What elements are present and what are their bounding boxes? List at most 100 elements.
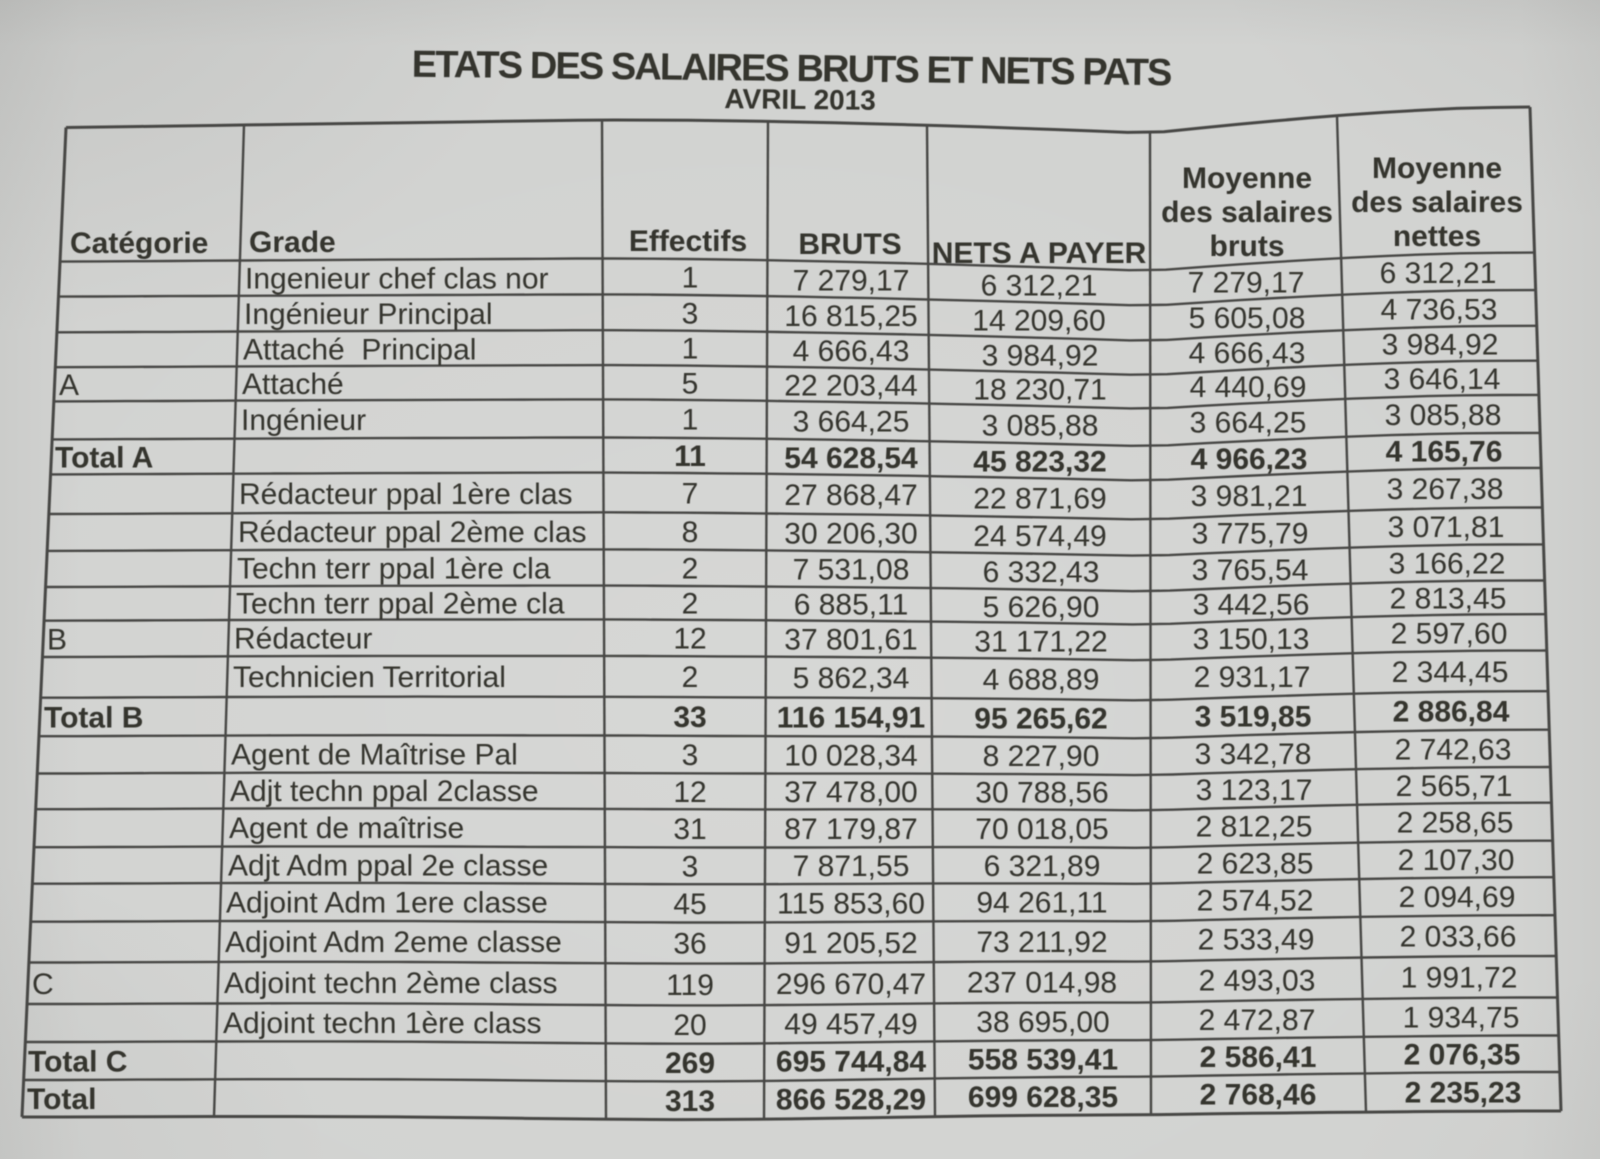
svg-text:3 664,25: 3 664,25 bbox=[1190, 407, 1307, 440]
svg-text:12: 12 bbox=[673, 623, 706, 656]
svg-text:10 028,34: 10 028,34 bbox=[784, 739, 917, 772]
svg-text:2 623,85: 2 623,85 bbox=[1197, 848, 1314, 881]
svg-text:7 871,55: 7 871,55 bbox=[793, 850, 910, 883]
svg-text:Ingénieur Principal: Ingénieur Principal bbox=[244, 298, 492, 331]
svg-text:2 597,60: 2 597,60 bbox=[1391, 618, 1508, 651]
svg-text:31: 31 bbox=[673, 813, 706, 846]
svg-text:Techn terr ppal 2ème cla: Techn terr ppal 2ème cla bbox=[236, 588, 565, 621]
svg-text:Adjt techn ppal 2classe: Adjt techn ppal 2classe bbox=[230, 775, 539, 808]
svg-text:2 107,30: 2 107,30 bbox=[1398, 844, 1515, 877]
svg-text:18 230,71: 18 230,71 bbox=[973, 374, 1106, 407]
svg-text:Ingénieur: Ingénieur bbox=[241, 404, 366, 437]
svg-text:11: 11 bbox=[674, 440, 706, 473]
svg-text:Total C: Total C bbox=[28, 1046, 127, 1079]
svg-text:Grade: Grade bbox=[249, 226, 336, 259]
svg-text:Rédacteur ppal 1ère clas: Rédacteur ppal 1ère clas bbox=[239, 478, 573, 511]
svg-text:22 203,44: 22 203,44 bbox=[784, 370, 917, 403]
svg-text:5 862,34: 5 862,34 bbox=[793, 662, 910, 695]
svg-text:37 801,61: 37 801,61 bbox=[784, 624, 917, 657]
svg-text:5 626,90: 5 626,90 bbox=[983, 591, 1100, 624]
svg-text:B: B bbox=[47, 623, 67, 656]
svg-text:7 531,08: 7 531,08 bbox=[793, 554, 910, 587]
svg-text:87 179,87: 87 179,87 bbox=[784, 813, 917, 846]
svg-text:2 033,66: 2 033,66 bbox=[1400, 921, 1517, 954]
svg-text:2: 2 bbox=[682, 661, 699, 694]
svg-text:33: 33 bbox=[673, 701, 706, 734]
svg-text:2 886,84: 2 886,84 bbox=[1393, 696, 1510, 729]
svg-text:7: 7 bbox=[682, 477, 699, 510]
svg-text:36: 36 bbox=[673, 928, 706, 961]
svg-text:6 312,21: 6 312,21 bbox=[1380, 257, 1497, 290]
svg-text:296 670,47: 296 670,47 bbox=[776, 968, 926, 1001]
svg-text:8 227,90: 8 227,90 bbox=[983, 740, 1100, 773]
svg-text:2 094,69: 2 094,69 bbox=[1399, 881, 1516, 914]
svg-text:Total B: Total B bbox=[44, 702, 143, 735]
svg-text:Adjoint techn 1ère class: Adjoint techn 1ère class bbox=[223, 1007, 542, 1040]
svg-text:695 744,84: 695 744,84 bbox=[776, 1046, 926, 1079]
svg-text:3 981,21: 3 981,21 bbox=[1191, 480, 1308, 513]
svg-text:7 279,17: 7 279,17 bbox=[793, 264, 910, 297]
svg-text:ETATS DES SALAIRES BRUTS ET NE: ETATS DES SALAIRES BRUTS ET NETS PATS bbox=[412, 44, 1172, 95]
svg-text:94 261,11: 94 261,11 bbox=[976, 887, 1107, 920]
svg-text:3 775,79: 3 775,79 bbox=[1192, 518, 1309, 551]
svg-text:2 235,23: 2 235,23 bbox=[1405, 1076, 1522, 1109]
svg-text:C: C bbox=[32, 968, 54, 1001]
svg-text:30 206,30: 30 206,30 bbox=[784, 517, 917, 550]
svg-text:30 788,56: 30 788,56 bbox=[975, 776, 1108, 809]
svg-text:1 991,72: 1 991,72 bbox=[1401, 962, 1518, 995]
svg-text:3 085,88: 3 085,88 bbox=[982, 409, 1099, 442]
svg-text:313: 313 bbox=[665, 1085, 715, 1118]
svg-text:bruts: bruts bbox=[1210, 230, 1285, 263]
svg-text:3: 3 bbox=[682, 850, 699, 883]
svg-text:31 171,22: 31 171,22 bbox=[974, 625, 1107, 658]
svg-text:3 071,81: 3 071,81 bbox=[1388, 511, 1505, 544]
svg-text:Ingenieur chef clas nor: Ingenieur chef clas nor bbox=[245, 263, 549, 296]
svg-text:45 823,32: 45 823,32 bbox=[973, 445, 1106, 478]
svg-text:38 695,00: 38 695,00 bbox=[976, 1006, 1109, 1039]
svg-text:3 442,56: 3 442,56 bbox=[1193, 588, 1310, 621]
svg-text:699 628,35: 699 628,35 bbox=[968, 1081, 1118, 1114]
svg-text:3: 3 bbox=[682, 739, 699, 772]
svg-text:24 574,49: 24 574,49 bbox=[973, 520, 1106, 553]
svg-text:4 165,76: 4 165,76 bbox=[1386, 436, 1503, 469]
svg-text:5 605,08: 5 605,08 bbox=[1189, 302, 1306, 335]
svg-text:1: 1 bbox=[682, 333, 699, 366]
svg-text:6 312,21: 6 312,21 bbox=[981, 269, 1098, 302]
svg-text:Effectifs: Effectifs bbox=[629, 225, 747, 258]
svg-text:91 205,52: 91 205,52 bbox=[784, 927, 917, 960]
svg-text:2: 2 bbox=[682, 552, 699, 585]
svg-text:2 812,25: 2 812,25 bbox=[1196, 811, 1313, 844]
svg-text:nettes: nettes bbox=[1393, 220, 1481, 253]
svg-text:16 815,25: 16 815,25 bbox=[784, 300, 917, 333]
svg-text:4 666,43: 4 666,43 bbox=[793, 335, 910, 368]
svg-text:3 085,88: 3 085,88 bbox=[1385, 399, 1502, 432]
svg-text:Rédacteur: Rédacteur bbox=[234, 623, 372, 656]
svg-text:3 166,22: 3 166,22 bbox=[1389, 548, 1506, 581]
svg-text:Adjoint Adm 2eme classe: Adjoint Adm 2eme classe bbox=[225, 926, 562, 959]
svg-text:6 332,43: 6 332,43 bbox=[983, 556, 1100, 589]
svg-text:Catégorie: Catégorie bbox=[70, 227, 208, 260]
svg-text:4 666,43: 4 666,43 bbox=[1189, 337, 1306, 370]
svg-text:NETS A PAYER: NETS A PAYER bbox=[932, 237, 1147, 270]
svg-text:6 885,11: 6 885,11 bbox=[794, 589, 909, 622]
svg-text:3 646,14: 3 646,14 bbox=[1384, 363, 1501, 396]
svg-text:866 528,29: 866 528,29 bbox=[776, 1083, 926, 1116]
svg-text:Agent de maîtrise: Agent de maîtrise bbox=[229, 812, 464, 845]
svg-text:1: 1 bbox=[682, 404, 699, 437]
svg-text:5: 5 bbox=[682, 367, 699, 400]
svg-text:BRUTS: BRUTS bbox=[798, 228, 901, 261]
svg-text:4 966,23: 4 966,23 bbox=[1191, 443, 1308, 476]
svg-text:3 150,13: 3 150,13 bbox=[1193, 623, 1310, 656]
svg-text:Moyenne: Moyenne bbox=[1372, 152, 1502, 185]
svg-text:22 871,69: 22 871,69 bbox=[973, 482, 1106, 515]
svg-text:2 742,63: 2 742,63 bbox=[1395, 733, 1512, 766]
svg-text:1 934,75: 1 934,75 bbox=[1403, 1001, 1520, 1034]
svg-text:3 123,17: 3 123,17 bbox=[1196, 774, 1313, 807]
svg-text:70 018,05: 70 018,05 bbox=[975, 813, 1108, 846]
svg-text:Technicien Territorial: Technicien Territorial bbox=[233, 661, 506, 694]
svg-text:Adjoint Adm 1ere classe: Adjoint Adm 1ere classe bbox=[226, 887, 548, 920]
svg-text:Adjt Adm ppal 2e classe: Adjt Adm ppal 2e classe bbox=[228, 849, 548, 882]
svg-text:Agent de Maîtrise Pal: Agent de Maîtrise Pal bbox=[231, 739, 518, 772]
svg-text:95 265,62: 95 265,62 bbox=[974, 703, 1107, 736]
svg-text:49 457,49: 49 457,49 bbox=[784, 1008, 917, 1041]
